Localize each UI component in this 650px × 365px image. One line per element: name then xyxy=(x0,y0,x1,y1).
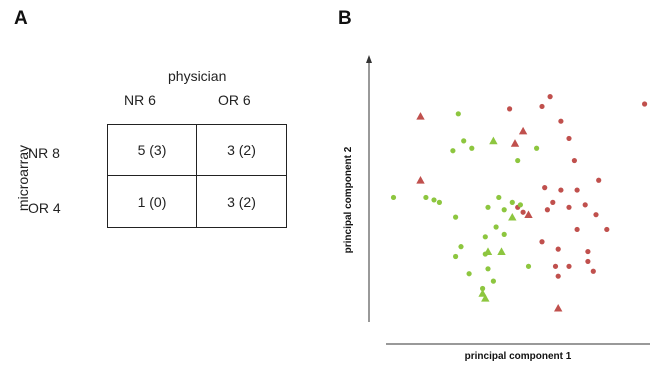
scatter-point-s0-p21 xyxy=(555,273,561,279)
scatter-point-s0-p8 xyxy=(550,199,556,205)
table-row-header-nr: NR 8 xyxy=(28,145,60,161)
scatter-point-s2-p4 xyxy=(515,157,521,164)
scatter-point-s2-p18 xyxy=(458,244,464,250)
scatter-point-s2-p17 xyxy=(501,231,507,237)
scatter-point-s3-p5 xyxy=(481,294,490,302)
scatter-point-s0-p24 xyxy=(642,101,648,107)
scatter-point-s2-p11 xyxy=(485,204,491,210)
scatter-point-s0-p19 xyxy=(555,246,561,252)
scatter-point-s1-p2 xyxy=(510,139,520,147)
scatter-point-s1-p4 xyxy=(524,210,533,219)
scatter-point-s0-p3 xyxy=(558,118,564,124)
scatter-point-s2-p19 xyxy=(453,253,459,260)
scatter-point-s2-p2 xyxy=(461,138,467,144)
scatter-point-s2-p7 xyxy=(436,199,442,205)
scatter-point-s2-p15 xyxy=(493,224,499,230)
scatter-point-s0-p25 xyxy=(539,239,545,245)
contingency-table: 5 (3) 3 (2) 1 (0) 3 (2) xyxy=(107,124,287,228)
scatter-point-s2-p5 xyxy=(534,145,540,151)
scatter-point-s0-p7 xyxy=(558,187,564,193)
table-cell-nr-or: 3 (2) xyxy=(197,125,286,176)
table-column-title: physician xyxy=(168,68,227,84)
scatter-point-s1-p1 xyxy=(518,126,528,135)
scatter-point-s3-p3 xyxy=(497,247,506,255)
scatter-point-s0-p14 xyxy=(593,212,599,218)
scatter-point-s0-p2 xyxy=(547,94,553,100)
scatter-point-s1-p3 xyxy=(416,176,425,184)
scatter-point-s2-p3 xyxy=(469,145,475,151)
scatter-point-s3-p4 xyxy=(478,289,487,297)
scatter-point-s2-p24 xyxy=(480,285,486,292)
scatter-point-s2-p8 xyxy=(390,194,397,201)
table-cell-or-or: 3 (2) xyxy=(227,193,256,210)
scatter-point-s0-p10 xyxy=(542,185,548,191)
scatter-point-s2-p14 xyxy=(509,199,515,205)
scatter-point-s2-p26 xyxy=(496,194,502,201)
scatter-point-s0-p11 xyxy=(566,204,572,210)
scatter-point-s2-p23 xyxy=(490,278,496,284)
scatter-point-s2-p13 xyxy=(517,202,524,208)
scatter-point-s0-p15 xyxy=(596,177,602,183)
scatter-point-s2-p1 xyxy=(450,148,456,154)
scatter-point-s0-p9 xyxy=(544,207,551,213)
scatter-point-s2-p16 xyxy=(482,234,488,240)
scatter-points xyxy=(390,94,648,312)
table-column-header-or: OR 6 xyxy=(218,92,251,108)
scatter-point-s2-p25 xyxy=(525,263,532,269)
scatter-point-s0-p26 xyxy=(520,209,526,215)
scatter-point-s0-p0 xyxy=(507,106,513,112)
scatter-point-s3-p1 xyxy=(508,212,517,221)
scatter-point-s0-p20 xyxy=(552,263,559,269)
table-cell-or-nr: 1 (0) xyxy=(108,176,197,227)
scatter-point-s2-p10 xyxy=(423,194,429,201)
scatter-point-s2-p9 xyxy=(453,214,459,220)
scatter-point-s0-p16 xyxy=(604,226,610,233)
scatter-point-s2-p6 xyxy=(431,197,437,203)
scatter-point-s3-p2 xyxy=(483,247,493,255)
scatter-point-s0-p4 xyxy=(566,135,572,142)
scatter-point-s0-p12 xyxy=(574,226,580,233)
scatter-point-s0-p23 xyxy=(585,258,591,265)
scatter-point-s2-p20 xyxy=(466,271,472,277)
scatter-point-s1-p0 xyxy=(416,112,425,120)
table-column-header-nr: NR 6 xyxy=(124,92,156,108)
x-axis-title: principal component 1 xyxy=(465,351,572,362)
scatter-point-s2-p0 xyxy=(455,111,461,117)
scatter-point-s0-p22 xyxy=(566,263,572,269)
scatter-point-s0-p6 xyxy=(574,187,580,193)
panel-a-label: A xyxy=(14,8,28,29)
scatter-point-s2-p22 xyxy=(485,266,491,272)
scatter-point-s0-p1 xyxy=(539,103,545,110)
scatter-point-s0-p18 xyxy=(590,268,596,274)
panel-b-label: B xyxy=(338,8,352,29)
table-row-header-or: OR 4 xyxy=(28,200,61,216)
y-axis-arrow-icon xyxy=(366,55,372,63)
scatter-point-s2-p12 xyxy=(501,207,507,213)
scatter-point-s0-p13 xyxy=(582,202,588,208)
scatter-point-s0-p5 xyxy=(571,157,578,164)
scatter-point-s1-p5 xyxy=(554,303,563,312)
scatter-point-s3-p0 xyxy=(489,136,498,145)
scatter-point-s0-p17 xyxy=(585,248,591,255)
table-cell-nr-nr: 5 (3) xyxy=(108,125,197,176)
y-axis-title: principal component 2 xyxy=(343,146,354,253)
